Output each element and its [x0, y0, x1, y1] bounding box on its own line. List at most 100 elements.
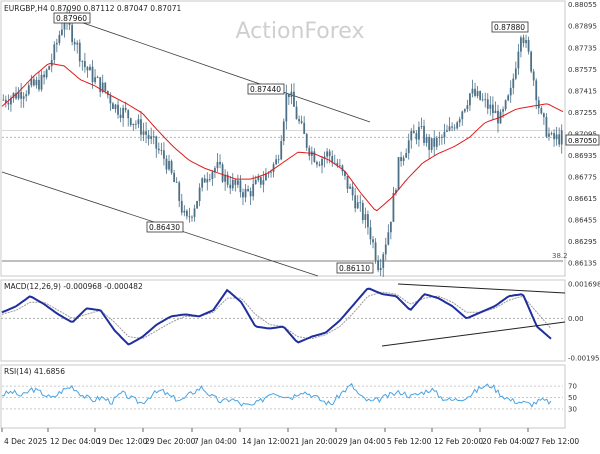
candle-body — [206, 179, 209, 183]
candle-body — [163, 150, 165, 159]
x-tick-label: 12 Feb 20:00 — [434, 437, 483, 446]
candle-body — [280, 141, 283, 160]
candle-body — [316, 161, 318, 165]
candle-body — [134, 123, 137, 125]
price-tick-label: 0.87895 — [568, 23, 597, 31]
candle-body — [104, 82, 107, 92]
candle-body — [282, 121, 285, 142]
candle-body — [530, 51, 533, 72]
price-tick-label: 0.87415 — [568, 87, 597, 95]
candle-body — [287, 93, 290, 98]
candle-body — [183, 210, 186, 213]
candle-body — [20, 91, 23, 99]
candle-body — [463, 109, 466, 112]
candle-body — [265, 173, 267, 181]
candle-body — [254, 179, 257, 185]
candle-body — [236, 180, 239, 185]
candle-body — [127, 110, 130, 119]
price-tick-label: 0.87095 — [568, 130, 597, 138]
candle-body — [129, 118, 132, 126]
price-tick-label: 0.87255 — [568, 109, 597, 117]
rsi-line — [1, 382, 552, 408]
candle-body — [191, 216, 193, 218]
candle-body — [35, 79, 38, 86]
price-tick-label: 0.87575 — [568, 66, 597, 74]
candle-body — [438, 137, 441, 138]
candle-body — [361, 203, 364, 221]
candle-body — [55, 42, 58, 45]
candle-body — [367, 214, 369, 228]
candle-body — [410, 131, 413, 141]
x-tick-label: 27 Feb 12:00 — [530, 437, 579, 446]
candle-body — [387, 232, 390, 245]
macd-tick-label: -0.001953 — [568, 355, 600, 363]
candle-body — [400, 157, 402, 162]
candle-body — [418, 127, 420, 140]
candle-body — [114, 104, 117, 109]
rsi-tick-label: 30 — [568, 405, 577, 413]
price-tick-label: 0.88055 — [568, 1, 597, 9]
candle-body — [318, 164, 321, 166]
candle-body — [512, 78, 515, 88]
candle-body — [122, 107, 125, 119]
candle-body — [494, 110, 497, 114]
x-tick-label: 5 Feb 12:00 — [387, 437, 432, 446]
candle-body — [451, 126, 453, 128]
candle-body — [38, 79, 40, 90]
x-tick-label: 12 Dec 04:00 — [50, 437, 101, 446]
symbol-info: EURGBP,H4 0.87090 0.87112 0.87047 0.8707… — [4, 4, 182, 13]
candle-body — [112, 103, 114, 109]
candle-body — [219, 161, 221, 165]
candle-body — [285, 93, 288, 122]
candle-body — [168, 161, 170, 170]
fib-label: 38.2 — [552, 252, 568, 260]
macd-lower-trendline — [381, 321, 566, 347]
candle-body — [333, 162, 336, 164]
price-annotation-label: 0.86430 — [149, 223, 180, 232]
candle-body — [140, 119, 142, 135]
rsi-panel-frame — [0, 364, 566, 429]
candle-body — [486, 99, 489, 109]
candle-body — [252, 184, 255, 197]
candle-body — [433, 138, 436, 147]
candle-body — [173, 172, 176, 183]
candle-body — [224, 174, 227, 182]
price-tick-label: 0.87735 — [568, 44, 597, 52]
candle-body — [336, 162, 339, 166]
candle-body — [262, 180, 265, 185]
candle-body — [466, 105, 469, 110]
candle-body — [407, 140, 410, 154]
candle-body — [491, 104, 494, 114]
candle-body — [7, 102, 10, 105]
candle-body — [548, 133, 550, 137]
candle-body — [78, 42, 81, 62]
candle-body — [392, 193, 395, 222]
candle-body — [522, 37, 525, 44]
candle-body — [303, 122, 306, 134]
macd-label: MACD(12,26,9) -0.000968 -0.000482 — [4, 282, 143, 291]
price-tick-label: 0.86775 — [568, 174, 597, 182]
price-annotation-box — [53, 12, 91, 24]
price-annotation-label: 0.87960 — [56, 14, 87, 23]
candle-body — [474, 88, 476, 96]
candle-body — [430, 138, 433, 150]
candle-body — [27, 85, 30, 95]
candle-body — [326, 151, 329, 157]
candle-body — [119, 114, 122, 119]
macd-tick-label: 0.00 — [568, 315, 584, 323]
candle-body — [101, 82, 104, 93]
candle-body — [58, 34, 61, 43]
rsi-tick-label: 70 — [568, 383, 577, 391]
candle-body — [226, 174, 229, 185]
candle-body — [10, 98, 12, 105]
candle-body — [12, 93, 15, 99]
candle-body — [180, 200, 183, 213]
candle-body — [509, 87, 512, 96]
candle-body — [395, 189, 397, 194]
candle-body — [259, 176, 262, 185]
candle-body — [32, 79, 35, 86]
candle-body — [99, 77, 102, 93]
candle-body — [372, 239, 374, 243]
candle-body — [295, 106, 298, 120]
